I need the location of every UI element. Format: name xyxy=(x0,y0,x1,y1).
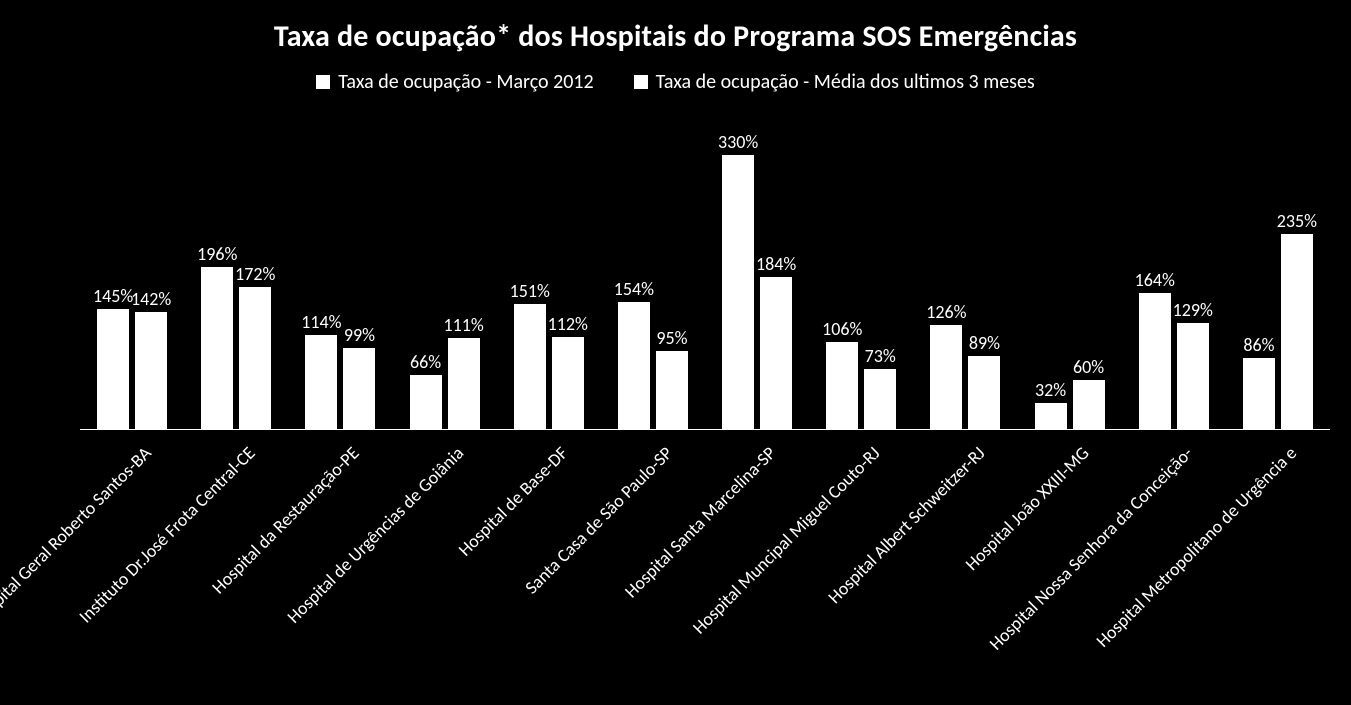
x-tick-label: Hospital Muncipal Miguel Couto-RJ xyxy=(688,442,884,638)
bar: 129% xyxy=(1177,323,1209,431)
bar: 126% xyxy=(930,325,962,430)
bar: 66% xyxy=(410,375,442,430)
bar: 86% xyxy=(1243,358,1275,430)
legend-item-1: Taxa de ocupação - Média dos ultimos 3 m… xyxy=(634,70,1035,94)
bar-value-label: 330% xyxy=(718,131,758,153)
bar: 73% xyxy=(864,369,896,430)
bar: 142% xyxy=(135,312,167,430)
bar: 114% xyxy=(305,335,337,430)
bar: 32% xyxy=(1035,403,1067,430)
bar-value-label: 151% xyxy=(510,280,550,302)
bar-group: 114%99% xyxy=(288,335,392,430)
bar-value-label: 145% xyxy=(93,285,133,307)
bar-value-label: 111% xyxy=(443,314,483,336)
bar-value-label: 126% xyxy=(926,301,966,323)
bar-value-label: 184% xyxy=(756,253,796,275)
legend-marker-icon xyxy=(634,75,648,89)
bar: 106% xyxy=(826,342,858,430)
bar: 89% xyxy=(968,356,1000,430)
bar-value-label: 112% xyxy=(548,313,588,335)
bar-group: 154%95% xyxy=(601,302,705,430)
x-tick-label: Hospital de Base-DF xyxy=(454,442,573,561)
bar: 330% xyxy=(722,155,754,430)
legend-label: Taxa de ocupação - Março 2012 xyxy=(338,70,593,94)
bar-value-label: 95% xyxy=(656,327,687,349)
bar: 145% xyxy=(97,309,129,430)
bar: 99% xyxy=(343,348,375,431)
bar: 172% xyxy=(239,287,271,430)
bar-value-label: 114% xyxy=(301,311,341,333)
x-tick-label: Hospital Nossa Senhora da Conceição- xyxy=(985,442,1198,655)
bar-value-label: 66% xyxy=(410,351,441,373)
bar-value-label: 235% xyxy=(1277,210,1317,232)
bar: 184% xyxy=(760,277,792,430)
bar-value-label: 142% xyxy=(131,288,171,310)
bar: 151% xyxy=(514,304,546,430)
bar-group: 196%172% xyxy=(184,267,288,430)
bar-value-label: 99% xyxy=(344,324,375,346)
x-tick-label: Hospital de Urgências de Goiânia xyxy=(283,442,469,628)
bar-value-label: 32% xyxy=(1035,379,1066,401)
occupancy-chart: Taxa de ocupação* dos Hospitais do Progr… xyxy=(0,0,1351,705)
x-tick-label: Hospital Metropolitano de Urgência e xyxy=(1092,442,1302,652)
bar-group: 330%184% xyxy=(705,155,809,430)
bar-value-label: 129% xyxy=(1173,299,1213,321)
bar-value-label: 73% xyxy=(865,345,896,367)
legend-item-0: Taxa de ocupação - Março 2012 xyxy=(316,70,593,94)
bar: 111% xyxy=(448,338,480,431)
bar: 112% xyxy=(552,337,584,430)
bar-group: 126%89% xyxy=(913,325,1017,430)
bar: 154% xyxy=(618,302,650,430)
bar: 60% xyxy=(1073,380,1105,430)
bar: 196% xyxy=(201,267,233,430)
bar-value-label: 172% xyxy=(235,263,275,285)
chart-title: Taxa de ocupação* dos Hospitais do Progr… xyxy=(0,18,1351,55)
x-axis-labels: Hospital Geral Roberto Santos-BAInstitut… xyxy=(80,432,1330,702)
bar-group: 86%235% xyxy=(1226,234,1330,430)
legend-label: Taxa de ocupação - Média dos ultimos 3 m… xyxy=(656,70,1035,94)
plot-area: 145%142%196%172%114%99%66%111%151%112%15… xyxy=(80,120,1330,430)
bar-group: 145%142% xyxy=(80,309,184,430)
bar: 235% xyxy=(1281,234,1313,430)
chart-legend: Taxa de ocupação - Março 2012 Taxa de oc… xyxy=(0,70,1351,94)
bar-group: 66%111% xyxy=(393,338,497,431)
legend-marker-icon xyxy=(316,75,330,89)
bar-group: 32%60% xyxy=(1018,380,1122,430)
bar-value-label: 164% xyxy=(1135,269,1175,291)
x-tick-label: Hospital Geral Roberto Santos-BA xyxy=(0,442,156,630)
bar-group: 151%112% xyxy=(497,304,601,430)
bar-value-label: 196% xyxy=(197,243,237,265)
x-tick-label: Instituto Dr.José Frota Central-CE xyxy=(75,442,260,627)
bar-value-label: 60% xyxy=(1073,356,1104,378)
bar-group: 106%73% xyxy=(809,342,913,430)
bar: 95% xyxy=(656,351,688,430)
bar-value-label: 154% xyxy=(614,278,654,300)
bar-value-label: 106% xyxy=(822,318,862,340)
bar-group: 164%129% xyxy=(1122,293,1226,430)
bar-value-label: 89% xyxy=(969,332,1000,354)
bar: 164% xyxy=(1139,293,1171,430)
bar-value-label: 86% xyxy=(1243,334,1274,356)
